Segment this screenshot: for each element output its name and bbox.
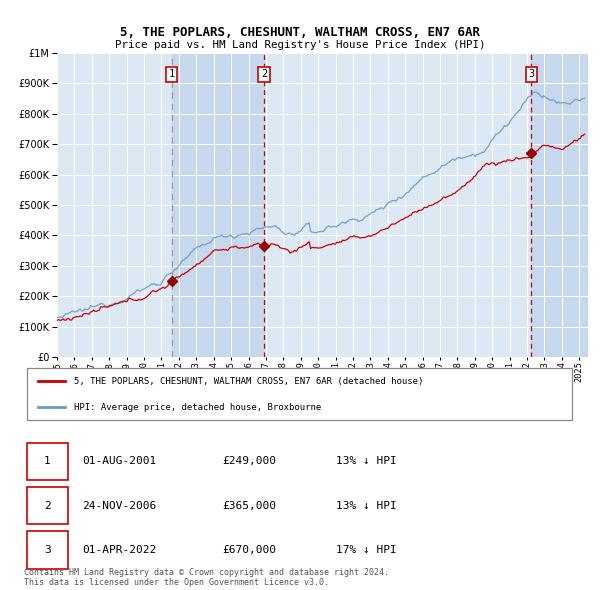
Text: HPI: Average price, detached house, Broxbourne: HPI: Average price, detached house, Brox…	[74, 403, 321, 412]
Text: 17% ↓ HPI: 17% ↓ HPI	[336, 545, 397, 555]
Text: 2: 2	[44, 501, 51, 511]
FancyBboxPatch shape	[27, 487, 68, 525]
Text: £365,000: £365,000	[223, 501, 277, 511]
Text: 01-AUG-2001: 01-AUG-2001	[82, 457, 156, 466]
Text: £249,000: £249,000	[223, 457, 277, 466]
Text: 3: 3	[44, 545, 51, 555]
Text: 1: 1	[169, 70, 175, 80]
FancyBboxPatch shape	[27, 532, 68, 569]
Text: 24-NOV-2006: 24-NOV-2006	[82, 501, 156, 511]
Bar	[532, 53, 588, 357]
FancyBboxPatch shape	[27, 442, 68, 480]
Text: 5, THE POPLARS, CHESHUNT, WALTHAM CROSS, EN7 6AR (detached house): 5, THE POPLARS, CHESHUNT, WALTHAM CROSS,…	[74, 377, 423, 386]
Text: 1: 1	[44, 457, 51, 466]
Text: £670,000: £670,000	[223, 545, 277, 555]
Text: Price paid vs. HM Land Registry's House Price Index (HPI): Price paid vs. HM Land Registry's House …	[115, 40, 485, 50]
Text: 13% ↓ HPI: 13% ↓ HPI	[336, 457, 397, 466]
Bar	[172, 53, 264, 357]
Text: Contains HM Land Registry data © Crown copyright and database right 2024.
This d: Contains HM Land Registry data © Crown c…	[24, 568, 389, 587]
Text: 13% ↓ HPI: 13% ↓ HPI	[336, 501, 397, 511]
Text: 2: 2	[261, 70, 267, 80]
FancyBboxPatch shape	[27, 368, 572, 420]
Text: 5, THE POPLARS, CHESHUNT, WALTHAM CROSS, EN7 6AR: 5, THE POPLARS, CHESHUNT, WALTHAM CROSS,…	[120, 26, 480, 39]
Text: 3: 3	[528, 70, 535, 80]
Text: 01-APR-2022: 01-APR-2022	[82, 545, 156, 555]
